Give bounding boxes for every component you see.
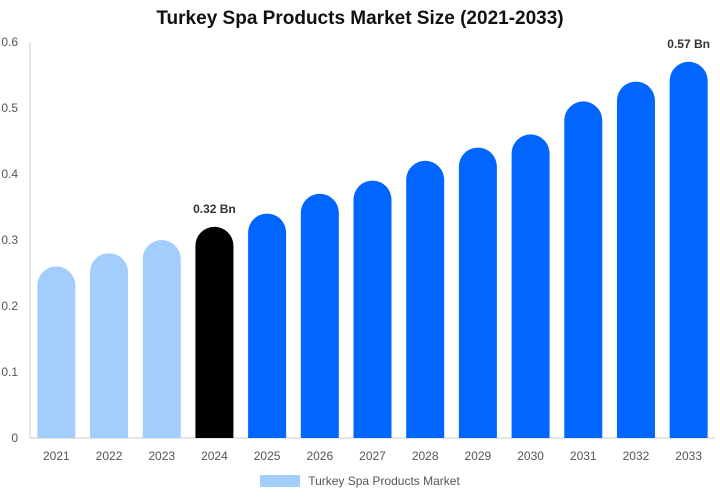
x-tick-label: 2025 <box>254 449 281 463</box>
x-tick-label: 2032 <box>623 449 650 463</box>
bar <box>564 101 603 439</box>
x-tick-label: 2031 <box>570 449 597 463</box>
chart-title: Turkey Spa Products Market Size (2021-20… <box>156 8 564 29</box>
x-tick-label: 2024 <box>201 449 228 463</box>
legend[interactable]: Turkey Spa Products Market <box>0 474 720 488</box>
legend-label: Turkey Spa Products Market <box>308 474 460 488</box>
y-tick-label: 0 <box>11 431 18 445</box>
bar <box>37 266 76 438</box>
bar <box>406 160 445 438</box>
x-tick-label: 2028 <box>412 449 439 463</box>
bar <box>300 193 339 438</box>
bar <box>90 253 129 438</box>
bar <box>511 134 550 439</box>
bar <box>458 147 497 438</box>
y-tick-label: 0.6 <box>1 35 18 49</box>
legend-swatch <box>260 475 301 487</box>
x-tick-label: 2029 <box>465 449 492 463</box>
x-tick-label: 2030 <box>517 449 544 463</box>
bar <box>142 240 181 438</box>
bar <box>669 61 708 439</box>
x-tick-label: 2023 <box>148 449 175 463</box>
x-tick-label: 2026 <box>306 449 333 463</box>
x-tick-label: 2027 <box>359 449 386 463</box>
bar <box>248 213 287 438</box>
y-tick-label: 0.3 <box>1 233 18 247</box>
x-tick-label: 2033 <box>675 449 702 463</box>
data-label: 0.32 Bn <box>193 202 236 216</box>
data-label: 0.57 Bn <box>667 37 710 51</box>
bar <box>195 226 234 438</box>
x-tick-label: 2021 <box>43 449 70 463</box>
y-tick-label: 0.5 <box>1 101 18 115</box>
y-tick-label: 0.2 <box>1 299 18 313</box>
x-tick-label: 2022 <box>96 449 123 463</box>
y-tick-label: 0.4 <box>1 167 18 181</box>
bar <box>353 180 392 438</box>
bar <box>616 81 655 438</box>
y-tick-label: 0.1 <box>1 365 18 379</box>
